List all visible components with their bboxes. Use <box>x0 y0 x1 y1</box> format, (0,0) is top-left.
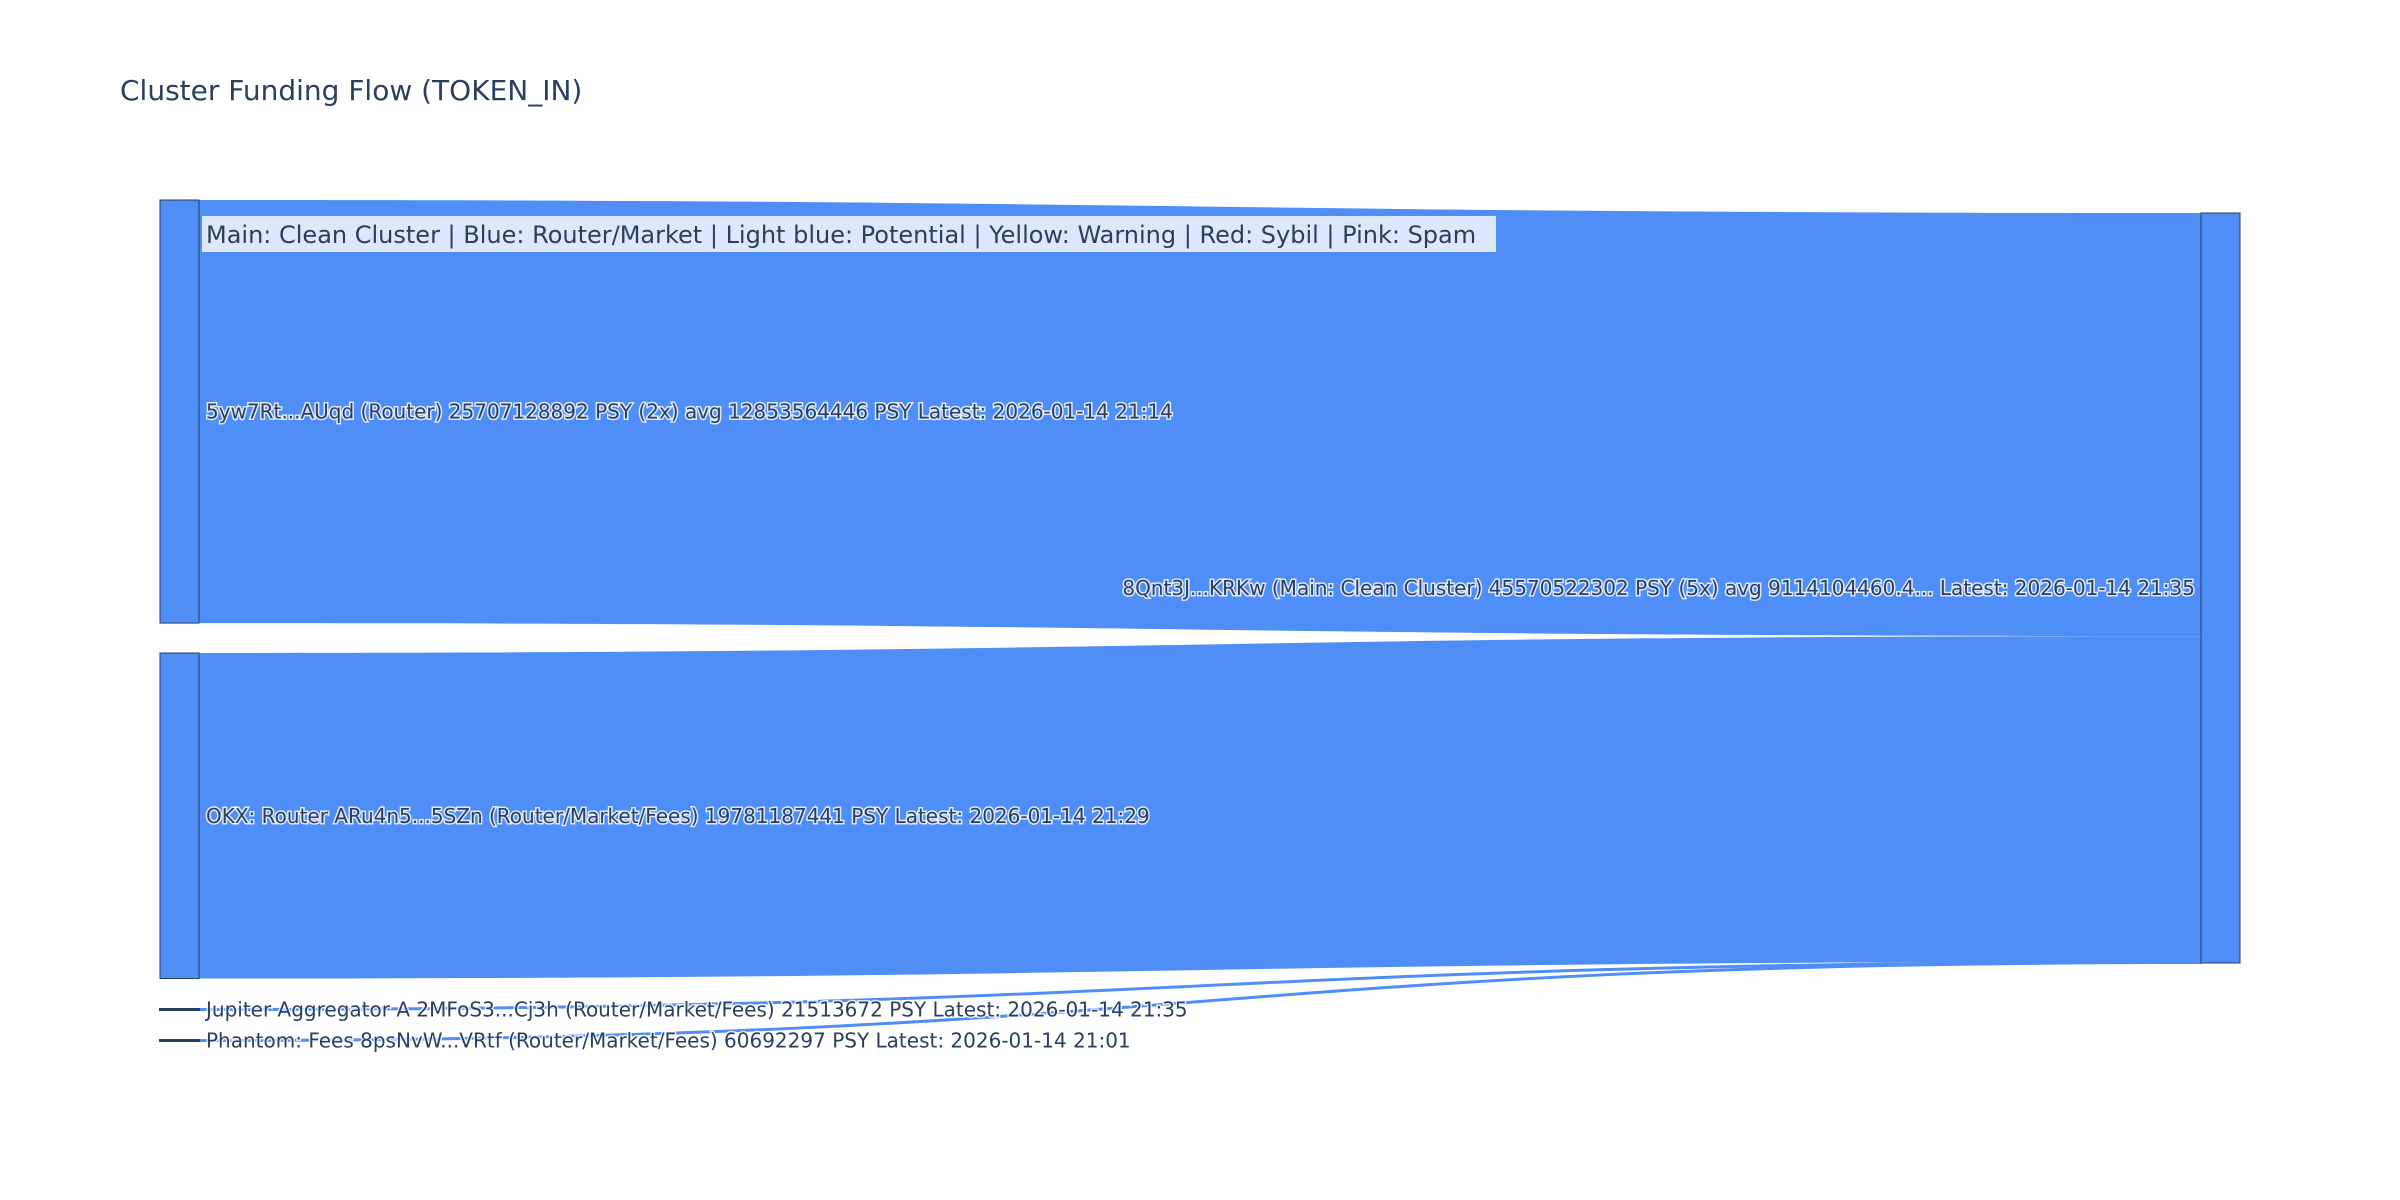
source-node-label: Phantom: Fees 8psNvW...VRtf (Router/Mark… <box>206 1029 1131 1053</box>
source-node-label: Jupiter Aggregator A 2MFoS3...Cj3h (Rout… <box>204 998 1188 1022</box>
target-node[interactable] <box>2200 212 2241 964</box>
links-layer <box>198 200 2202 1043</box>
source-node-label: OKX: Router ARu4n5...5SZn (Router/Market… <box>206 804 1150 828</box>
legend-text: Main: Clean Cluster | Blue: Router/Marke… <box>206 221 1476 249</box>
source-node[interactable] <box>159 1008 200 1011</box>
nodes-layer <box>159 199 2241 1042</box>
flow-link[interactable] <box>199 200 2201 637</box>
legend-background <box>202 216 1496 252</box>
flow-link[interactable] <box>199 636 2201 979</box>
source-node[interactable] <box>159 652 200 980</box>
chart-title: Cluster Funding Flow (TOKEN_IN) <box>120 74 582 107</box>
source-node[interactable] <box>159 199 200 624</box>
source-node[interactable] <box>159 1039 200 1042</box>
source-node-label: 5yw7Rt...AUqd (Router) 25707128892 PSY (… <box>206 400 1173 424</box>
target-node-label: 8Qnt3J...KRKw (Main: Clean Cluster) 4557… <box>1122 576 2195 600</box>
labels-layer: 5yw7Rt...AUqd (Router) 25707128892 PSY (… <box>203 398 2197 1054</box>
